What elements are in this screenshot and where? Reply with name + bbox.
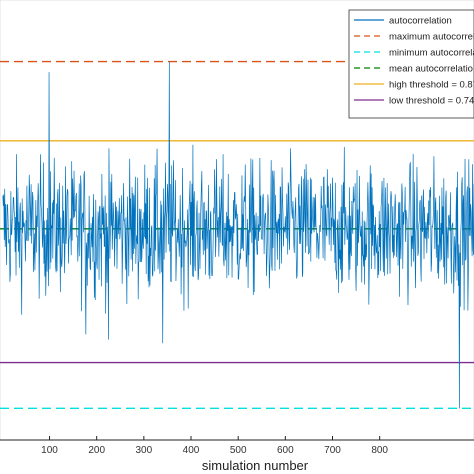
autocorrelation-line (2, 61, 474, 409)
legend-label-2: maximum autocorrela (389, 32, 474, 43)
x-tick-label-700: 700 (324, 445, 341, 456)
x-tick-label-400: 400 (183, 445, 200, 456)
x-tick-label-600: 600 (277, 445, 294, 456)
legend-label-3: minimum autocorrela (389, 48, 474, 59)
x-axis-label: simulation number (202, 458, 309, 473)
legend-label-1: autocorrelation (389, 16, 452, 27)
x-tick-label-100: 100 (41, 445, 58, 456)
legend-label-5: high threshold = 0.87 (389, 80, 474, 91)
legend: autocorrelation maximum autocorrela minimu… (348, 9, 474, 119)
legend-label-6: low threshold = 0.74 (389, 96, 474, 107)
x-tick-label-300: 300 (136, 445, 153, 456)
x-tick-label-800: 800 (371, 445, 388, 456)
x-tick-label-200: 200 (88, 445, 105, 456)
legend-label-4: mean autocorrelatio (389, 64, 473, 75)
x-tick-label-500: 500 (230, 445, 247, 456)
